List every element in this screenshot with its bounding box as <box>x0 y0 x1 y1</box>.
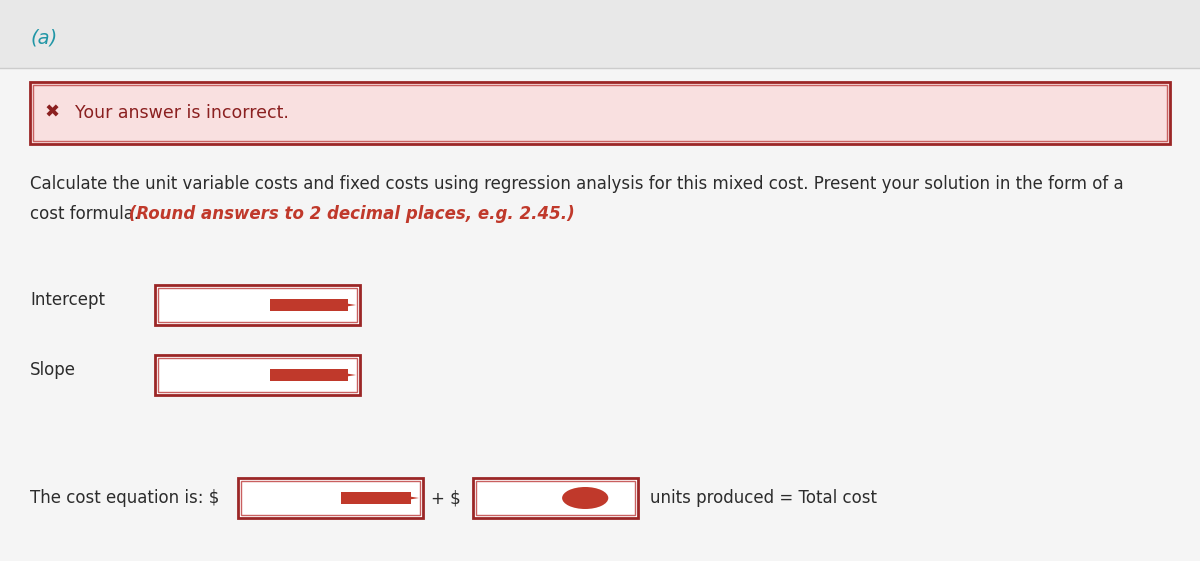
Text: (Round answers to 2 decimal places, e.g. 2.45.): (Round answers to 2 decimal places, e.g.… <box>124 205 575 223</box>
Text: + $: + $ <box>431 489 461 507</box>
Bar <box>238 478 424 518</box>
Polygon shape <box>410 496 419 499</box>
Text: Calculate the unit variable costs and fixed costs using regression analysis for : Calculate the unit variable costs and fi… <box>30 175 1123 193</box>
Polygon shape <box>348 374 356 376</box>
Text: The cost equation is: $: The cost equation is: $ <box>30 489 220 507</box>
Text: Slope: Slope <box>30 361 76 379</box>
Bar <box>155 285 360 325</box>
Bar <box>473 478 638 518</box>
Text: cost formula.: cost formula. <box>30 205 139 223</box>
Bar <box>270 369 348 381</box>
Text: ✖: ✖ <box>44 104 60 122</box>
Bar <box>270 298 348 311</box>
Ellipse shape <box>562 487 608 509</box>
Text: (a): (a) <box>30 29 58 48</box>
Text: units produced = Total cost: units produced = Total cost <box>650 489 877 507</box>
Polygon shape <box>348 304 356 306</box>
Bar <box>241 481 420 515</box>
Text: Your answer is incorrect.: Your answer is incorrect. <box>74 104 289 122</box>
Bar <box>30 82 1170 144</box>
Bar <box>158 288 358 322</box>
Bar <box>476 481 635 515</box>
Bar <box>0 0 1200 68</box>
Bar <box>158 358 358 392</box>
Bar <box>34 85 1166 141</box>
Text: Intercept: Intercept <box>30 291 106 309</box>
Bar <box>341 491 410 504</box>
Bar <box>155 355 360 395</box>
